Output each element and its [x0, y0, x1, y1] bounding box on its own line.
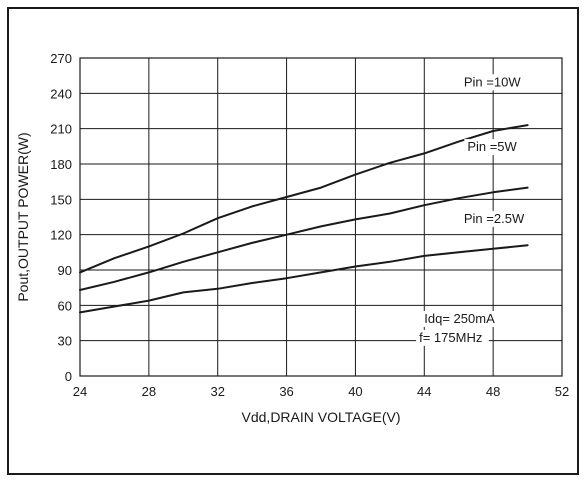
x-tick-label: 52: [555, 384, 569, 399]
series-line-1: [79, 124, 529, 274]
y-tick-label: 150: [50, 192, 72, 207]
chart-frame: 24 28 32 36 40 44 48 52 0 30 60 90 120 150 180 210 240 2…: [7, 7, 579, 475]
x-tick-label: 24: [73, 384, 87, 399]
output-power-vs-drain-voltage-chart: 24 28 32 36 40 44 48 52 0 30 60 90 120 150 180 210 240 2…: [15, 51, 569, 425]
y-tick-labels: 0 30 60 90 120 150 180 210 240 270: [50, 51, 72, 384]
series-line-2: [79, 186, 529, 291]
x-axis-label: Vdd,DRAIN VOLTAGE(V): [242, 409, 401, 425]
series-label-background: [460, 210, 536, 227]
y-tick-label: 240: [50, 86, 72, 101]
x-tick-label: 48: [486, 384, 500, 399]
x-tick-label: 32: [210, 384, 224, 399]
annotation-text: Idq= 250mA: [424, 311, 495, 326]
y-tick-label: 90: [58, 263, 72, 278]
y-tick-label: 60: [58, 298, 72, 313]
series-label-background: [460, 74, 528, 91]
series-label-background: [464, 139, 524, 156]
y-tick-label: 0: [65, 369, 72, 384]
x-tick-label: 28: [142, 384, 156, 399]
series-labels: Pin =10W Pin =5W Pin =2.5W: [460, 74, 536, 227]
annotation-background: [421, 311, 502, 327]
annotation-background: [416, 329, 489, 346]
y-tick-label: 30: [58, 334, 72, 349]
series-label-3: Pin =2.5W: [464, 211, 525, 226]
x-tick-label: 36: [279, 384, 293, 399]
series-lines: [79, 124, 529, 314]
x-tick-label: 40: [348, 384, 362, 399]
y-axis-label: Pout,OUTPUT POWER(W): [15, 132, 31, 301]
series-label-2: Pin =5W: [467, 139, 517, 154]
y-tick-label: 210: [50, 122, 72, 137]
y-tick-label: 180: [50, 157, 72, 172]
y-tick-label: 270: [50, 51, 72, 66]
series-label-1: Pin =10W: [464, 74, 521, 89]
series-line-3: [79, 244, 529, 314]
annotations: Idq= 250mA f= 175MHz: [416, 311, 502, 346]
y-tick-label: 120: [50, 228, 72, 243]
x-tick-label: 44: [417, 384, 431, 399]
annotation-text: f= 175MHz: [419, 330, 482, 345]
x-tick-labels: 24 28 32 36 40 44 48 52: [73, 384, 569, 399]
